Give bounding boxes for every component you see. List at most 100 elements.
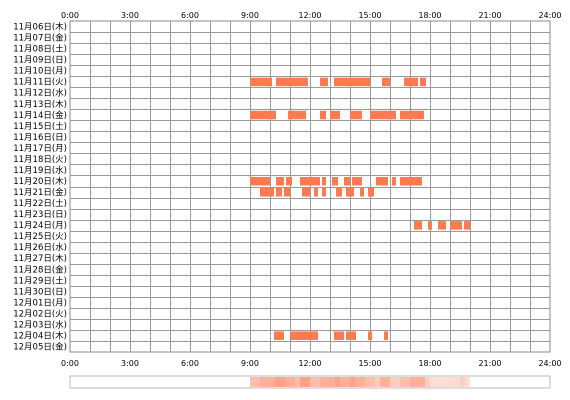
summary-density-cell	[255, 377, 260, 387]
x-tick-label-top: 0:00	[61, 11, 79, 20]
row-label: 11月19日(水)	[13, 165, 67, 176]
summary-density-cell	[305, 377, 310, 387]
summary-density-cell	[325, 377, 330, 387]
row-label: 11月30日(日)	[13, 287, 67, 297]
x-tick-label-top: 12:00	[298, 11, 321, 20]
summary-density-cell	[250, 377, 255, 387]
row-label: 11月21日(金)	[13, 187, 67, 198]
activity-bar	[400, 176, 422, 186]
activity-bar	[370, 110, 396, 120]
summary-density-cell	[345, 377, 350, 387]
activity-bar	[274, 331, 284, 340]
activity-bars	[250, 77, 470, 340]
x-tick-label-bottom: 15:00	[358, 359, 381, 368]
x-tick-label-top: 18:00	[418, 11, 441, 20]
activity-bar	[344, 176, 350, 186]
summary-density-cell	[410, 377, 415, 387]
row-label: 12月04日(木)	[13, 330, 67, 341]
activity-bar	[290, 331, 318, 340]
row-label: 12月02日(火)	[13, 309, 67, 319]
activity-bar	[384, 331, 388, 340]
x-tick-label-top: 15:00	[358, 11, 381, 20]
activity-bar	[334, 331, 344, 340]
row-label: 11月14日(金)	[13, 110, 67, 121]
x-tick-label-top: 6:00	[181, 11, 199, 20]
x-tick-label-top: 9:00	[241, 11, 259, 20]
x-tick-label-top: 24:00	[538, 11, 561, 20]
row-label: 11月07日(金)	[13, 33, 67, 44]
row-label: 11月23日(日)	[13, 210, 67, 220]
summary-density-cell	[280, 377, 285, 387]
activity-bar	[276, 77, 308, 87]
activity-bar	[250, 176, 270, 186]
summary-density-cell	[435, 377, 440, 387]
activity-bar	[352, 176, 362, 186]
top-axis-ticks: 0:00 3:00 6:00 9:00 12:00 15:00 18:00 21:00 24:0…	[61, 11, 562, 20]
x-tick-label-top: 3:00	[121, 11, 139, 20]
x-tick-label-bottom: 24:00	[538, 359, 561, 368]
summary-density-cell	[365, 377, 370, 387]
summary-density-cell	[310, 377, 315, 387]
summary-density-cell	[315, 377, 320, 387]
activity-bar	[464, 221, 470, 230]
activity-bar	[404, 77, 418, 87]
activity-bar	[420, 77, 426, 87]
summary-density-cell	[275, 377, 280, 387]
row-label: 11月08日(土)	[13, 44, 67, 55]
activity-bar	[276, 188, 282, 197]
summary-strip	[69, 375, 551, 389]
row-label: 11月26日(水)	[13, 242, 67, 253]
summary-density-cell	[330, 377, 335, 387]
activity-bar	[284, 188, 290, 197]
row-labels: 11月06日(木)11月07日(金)11月08日(土)11月09日(日)11月1…	[13, 22, 67, 353]
summary-density-cell	[385, 377, 390, 387]
activity-bar	[382, 77, 390, 87]
summary-density-cell	[465, 377, 470, 387]
summary-density-cell	[455, 377, 460, 387]
summary-density-cell	[300, 377, 305, 387]
grid-lines	[70, 21, 550, 352]
summary-density-cell	[260, 377, 265, 387]
activity-bar	[276, 176, 284, 186]
row-label: 12月01日(月)	[13, 298, 67, 308]
activity-bar	[368, 331, 372, 340]
activity-bar	[322, 188, 326, 197]
summary-density-cell	[335, 377, 340, 387]
x-tick-label-top: 21:00	[478, 11, 501, 20]
summary-density-cell	[360, 377, 365, 387]
summary-density-cell	[370, 377, 375, 387]
row-label: 11月06日(木)	[13, 22, 67, 33]
row-label: 11月24日(月)	[13, 221, 67, 231]
activity-bar	[260, 188, 274, 197]
activity-bar	[428, 221, 432, 230]
activity-bar	[346, 188, 354, 197]
row-label: 11月17日(月)	[13, 144, 67, 154]
row-label: 11月28日(金)	[13, 264, 67, 275]
summary-density-cell	[450, 377, 455, 387]
summary-density-cell	[415, 377, 420, 387]
summary-density-cell	[295, 377, 300, 387]
activity-bar	[314, 188, 318, 197]
summary-density-cell	[270, 377, 275, 387]
activity-bar	[438, 221, 446, 230]
summary-density-cell	[445, 377, 450, 387]
bottom-axis-ticks: 0:00 3:00 6:00 9:00 12:00 15:00 18:00 21:00 24:0…	[61, 359, 562, 368]
activity-bar	[250, 110, 276, 120]
activity-bar	[332, 176, 338, 186]
activity-bar	[336, 188, 342, 197]
x-tick-label-bottom: 18:00	[418, 359, 441, 368]
x-tick-label-bottom: 9:00	[241, 359, 259, 368]
activity-bar	[376, 176, 388, 186]
summary-density-cell	[460, 377, 465, 387]
summary-density-cell	[395, 377, 400, 387]
summary-density-cell	[290, 377, 295, 387]
row-label: 11月13日(木)	[13, 99, 67, 110]
summary-density-cell	[380, 377, 385, 387]
row-label: 11月29日(土)	[13, 275, 67, 286]
row-label: 12月05日(金)	[13, 341, 67, 352]
row-label: 11月18日(火)	[13, 155, 67, 165]
activity-bar	[330, 110, 340, 120]
activity-bar	[322, 176, 326, 186]
activity-bar	[400, 110, 424, 120]
